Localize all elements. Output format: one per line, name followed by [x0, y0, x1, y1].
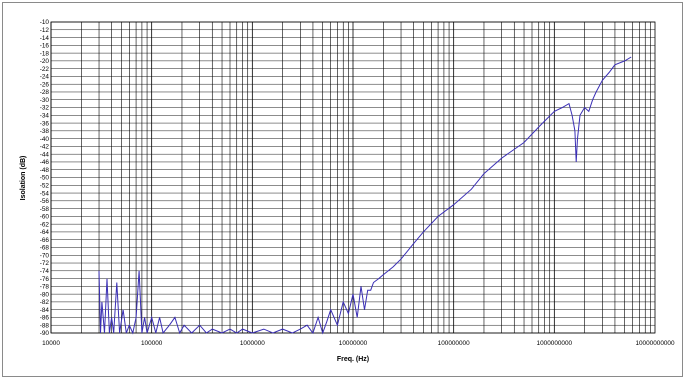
y-tick-label: -56 [40, 198, 50, 205]
isolation-series-line [98, 56, 632, 335]
y-tick-label: -26 [40, 81, 50, 88]
x-tick-label: 100000000 [438, 340, 470, 347]
x-tick-label: 10000000000 [635, 340, 675, 347]
y-tick-label: -40 [40, 136, 50, 143]
y-tick-label: -86 [40, 315, 50, 322]
y-axis-title: Isolation (dB) [20, 156, 27, 201]
y-tick-label: -66 [40, 237, 50, 244]
y-tick-label: -18 [40, 50, 50, 57]
x-tick-label: 10000 [42, 340, 60, 347]
y-tick-label: -64 [40, 229, 50, 236]
y-tick-label: -62 [40, 221, 50, 228]
y-tick-label: -78 [40, 284, 50, 291]
y-tick-label: -24 [40, 74, 50, 81]
y-tick-label: -72 [40, 260, 50, 267]
isolation-chart: -10-12-14-16-18-20-22-24-26-28-30-32-34-… [20, 19, 675, 363]
y-tick-label: -60 [40, 214, 50, 221]
y-tick-label: -84 [40, 307, 50, 314]
y-tick-label: -90 [40, 330, 50, 337]
y-tick-label: -38 [40, 128, 50, 135]
y-tick-label: -80 [40, 291, 50, 298]
x-tick-label: 100000 [141, 340, 163, 347]
y-tick-label: -16 [40, 43, 50, 50]
y-tick-label: -52 [40, 182, 50, 189]
y-tick-label: -22 [40, 66, 50, 73]
x-tick-label: 1000000 [240, 340, 265, 347]
y-tick-label: -48 [40, 167, 50, 174]
plot-area-border [50, 21, 656, 334]
y-tick-label: -20 [40, 58, 50, 65]
x-tick-label: 1000000000 [537, 340, 573, 347]
y-tick-label: -70 [40, 252, 50, 259]
y-tick-label: -76 [40, 276, 50, 283]
x-axis-title: Freq. (Hz) [337, 356, 369, 363]
y-tick-label: -68 [40, 245, 50, 252]
y-tick-label: -50 [40, 175, 50, 182]
x-tick-label: 10000000 [339, 340, 368, 347]
y-tick-label: -54 [40, 190, 50, 197]
y-tick-label: -14 [40, 35, 50, 42]
x-axis-ticks: 10000 100000 1000000 10000000 100000000 10000… [42, 340, 675, 347]
y-tick-label: -88 [40, 322, 50, 329]
y-tick-label: -10 [40, 19, 50, 26]
y-tick-label: -46 [40, 159, 50, 166]
y-tick-label: -12 [40, 27, 50, 34]
y-axis-ticks: -10-12-14-16-18-20-22-24-26-28-30-32-34-… [40, 19, 50, 337]
y-tick-label: -34 [40, 113, 50, 120]
y-tick-label: -82 [40, 299, 50, 306]
y-tick-label: -30 [40, 97, 50, 104]
y-tick-label: -32 [40, 105, 50, 112]
chart-frame: -10 -12 -14 -16 -18 -20 -22 -24 -26 -28 -30 -32 -34-… [2, 2, 683, 377]
y-tick-label: -36 [40, 120, 50, 127]
grid-lines [50, 21, 656, 334]
y-tick-label: -44 [40, 151, 50, 158]
y-tick-label: -42 [40, 144, 50, 151]
y-tick-label: -58 [40, 206, 50, 213]
y-tick-label: -74 [40, 268, 50, 275]
y-tick-label: -28 [40, 89, 50, 96]
